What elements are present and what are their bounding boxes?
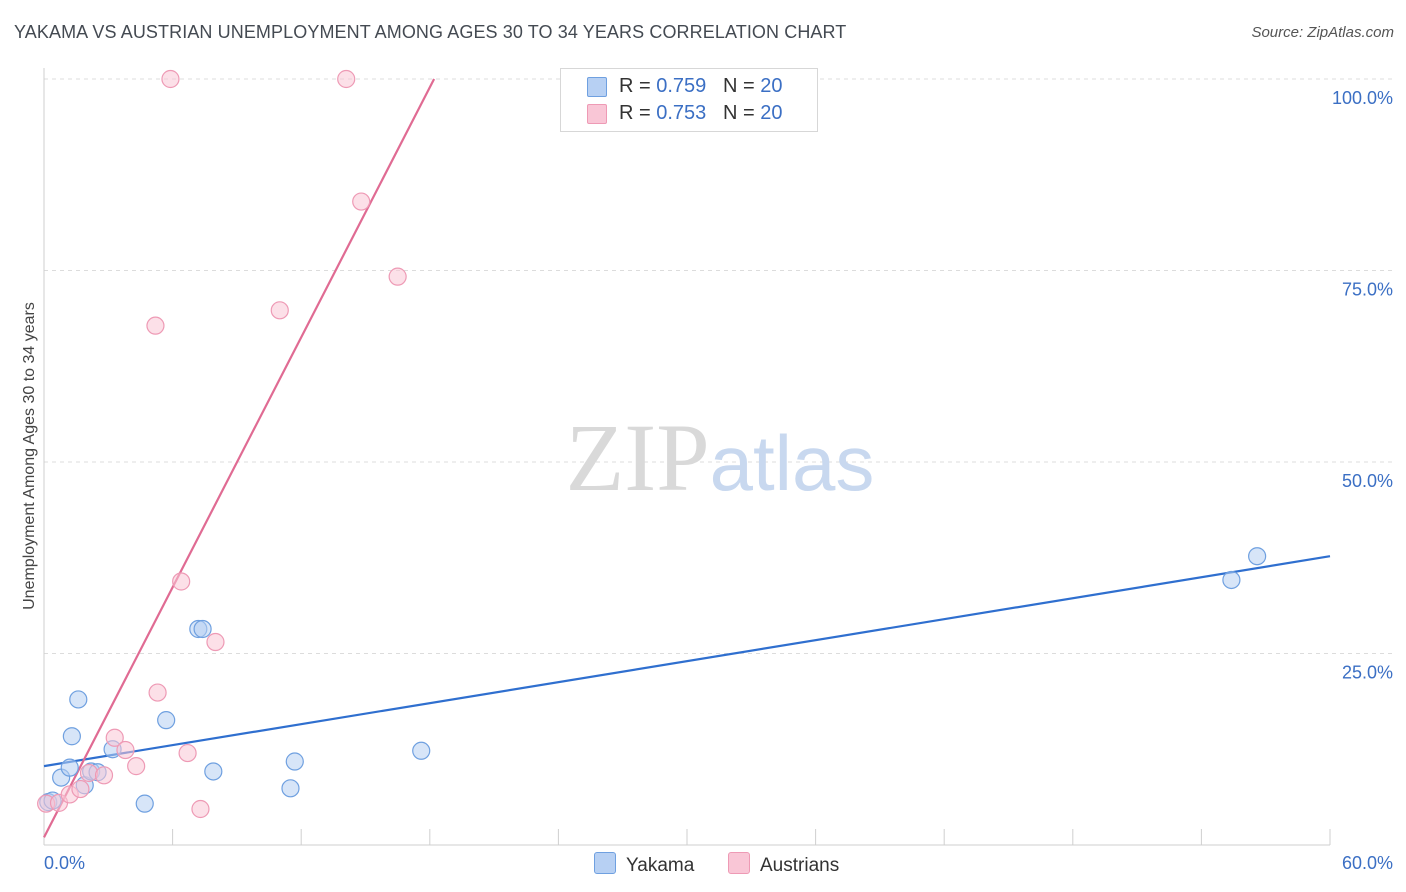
- watermark-atlas: atlas: [710, 419, 875, 507]
- austrians-swatch: [587, 104, 607, 124]
- watermark-zip: ZIP: [566, 404, 710, 511]
- yakama-point-3: [62, 727, 81, 746]
- austrians-point-17: [337, 69, 356, 89]
- bottom-austrians-label: Austrians: [760, 855, 840, 876]
- austrians-r-value: 0.753: [656, 102, 707, 124]
- watermark: ZIPatlas: [566, 404, 875, 511]
- austrians-point-18: [352, 192, 371, 211]
- austrians-trend-line: [43, 78, 436, 838]
- yakama-point-9: [135, 794, 154, 813]
- yakama-point-18: [1248, 547, 1267, 566]
- austrians-point-9: [146, 316, 165, 335]
- austrians-point-14: [191, 799, 210, 819]
- yakama-r-value: 0.759: [656, 75, 707, 97]
- austrians-point-6: [105, 728, 124, 747]
- austrians-n-value: 20: [760, 102, 783, 124]
- axes: [43, 68, 1331, 846]
- bottom-legend-yakama: Yakama: [594, 852, 694, 877]
- yakama-point-17: [1222, 570, 1241, 590]
- austrians-point-13: [178, 743, 197, 763]
- gridlines: [44, 78, 1392, 654]
- y-tick-label-0: 25.0%: [1342, 663, 1393, 683]
- austrians-point-3: [71, 779, 90, 799]
- yakama-point-4: [69, 690, 88, 709]
- bottom-austrians-swatch: [728, 852, 750, 874]
- yakama-point-2: [60, 758, 79, 777]
- austrians-r-label: R =: [619, 102, 651, 124]
- yakama-point-13: [204, 762, 223, 781]
- yakama-n-label: N =: [722, 75, 755, 97]
- yakama-point-10: [157, 711, 176, 730]
- austrians-point-5: [94, 766, 114, 785]
- austrians-point-10: [148, 683, 167, 702]
- bottom-yakama-label: Yakama: [626, 855, 695, 876]
- source-label: Source: ZipAtlas.com: [1251, 24, 1394, 41]
- austrians-point-4: [79, 763, 99, 783]
- yakama-point-16: [412, 741, 431, 760]
- austrians-point-19: [388, 267, 407, 286]
- y-tick-label-3: 100.0%: [1332, 88, 1393, 108]
- yakama-point-15: [285, 752, 304, 771]
- chart-title: YAKAMA VS AUSTRIAN UNEMPLOYMENT AMONG AG…: [14, 22, 847, 42]
- yakama-r-label: R =: [619, 75, 651, 97]
- yakama-point-14: [281, 779, 300, 798]
- austrians-n-label: N =: [722, 102, 755, 124]
- yakama-swatch: [587, 77, 607, 97]
- bottom-yakama-swatch: [594, 852, 616, 874]
- y-tick-label-2: 75.0%: [1342, 280, 1393, 300]
- yakama-trend-line: [43, 555, 1331, 768]
- austrians-point-16: [270, 301, 289, 320]
- tick-labels: 25.0% 50.0% 75.0% 100.0% 0.0% 60.0%: [44, 88, 1393, 873]
- bottom-legend-austrians: Austrians: [728, 852, 839, 877]
- austrians-point-15: [206, 632, 225, 652]
- austrians-point-7: [116, 740, 135, 760]
- austrians-point-11: [161, 69, 180, 89]
- yakama-point-12: [193, 619, 212, 639]
- stats-legend: R = 0.759 N = 20 R = 0.753 N = 20: [560, 68, 818, 132]
- y-tick-label-1: 50.0%: [1342, 471, 1393, 491]
- yakama-n-value: 20: [760, 75, 783, 97]
- x-tick-label-max: 60.0%: [1342, 853, 1393, 873]
- austrians-point-12: [172, 572, 191, 591]
- data-points: [37, 69, 1267, 819]
- x-tick-label-min: 0.0%: [44, 853, 85, 873]
- austrians-point-8: [127, 757, 146, 776]
